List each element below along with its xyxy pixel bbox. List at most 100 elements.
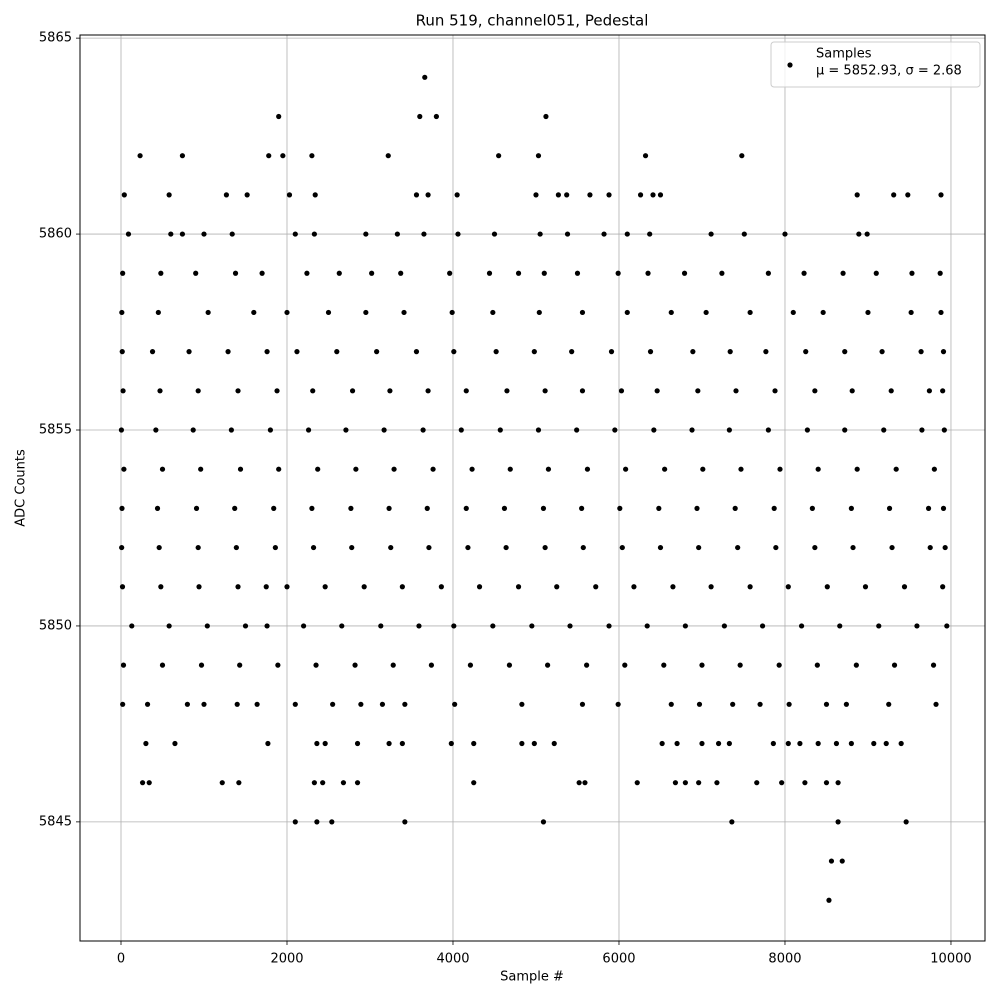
point (469, 466, 475, 472)
point (814, 662, 820, 668)
point (587, 192, 593, 198)
point (168, 231, 174, 237)
y-tick-label: 5860 (39, 227, 72, 242)
point (490, 309, 496, 316)
point (574, 270, 581, 276)
point (292, 231, 298, 237)
point (839, 858, 845, 864)
point (757, 701, 763, 707)
point (542, 544, 548, 551)
point (927, 544, 933, 551)
point (354, 780, 361, 786)
y-tick-label: 5865 (39, 31, 72, 46)
point (919, 427, 925, 433)
point (941, 427, 947, 433)
point (529, 623, 535, 629)
point (644, 623, 650, 629)
point (201, 701, 207, 707)
point (849, 388, 855, 394)
point (737, 662, 743, 668)
point (334, 349, 340, 355)
point (184, 701, 190, 707)
point (198, 662, 205, 668)
point (272, 544, 278, 551)
point (304, 270, 310, 276)
point (854, 192, 860, 198)
point (930, 662, 937, 668)
point (747, 584, 753, 590)
point (727, 349, 733, 355)
point (569, 349, 575, 355)
point (876, 623, 882, 629)
point (903, 819, 909, 825)
point (166, 623, 172, 629)
point (891, 192, 897, 198)
point (555, 192, 561, 198)
point (765, 270, 771, 276)
legend-note: μ = 5852.93, σ = 2.68 (816, 64, 962, 79)
point (312, 192, 318, 198)
point (777, 466, 783, 472)
point (537, 231, 543, 237)
point (118, 427, 125, 433)
point (533, 192, 539, 198)
point (637, 192, 644, 198)
point (842, 427, 848, 433)
point (157, 388, 163, 394)
point (284, 584, 290, 590)
point (662, 466, 668, 472)
point (322, 740, 328, 747)
point (659, 740, 665, 747)
point (369, 270, 375, 276)
point (656, 505, 662, 511)
point (672, 780, 679, 786)
point (428, 662, 435, 668)
point (390, 662, 396, 668)
point (804, 427, 810, 433)
point (455, 231, 461, 237)
point (856, 231, 862, 237)
point (732, 505, 738, 511)
point (352, 662, 358, 668)
point (276, 466, 282, 472)
grid (80, 35, 985, 941)
point (519, 740, 525, 747)
point (310, 388, 316, 394)
point (622, 662, 628, 668)
point (454, 192, 460, 198)
point (942, 544, 948, 551)
point (465, 544, 471, 551)
point (139, 780, 146, 786)
point (729, 819, 735, 825)
point (451, 349, 457, 355)
point (236, 780, 242, 786)
point (835, 780, 841, 786)
point (244, 192, 250, 198)
point (263, 584, 269, 590)
point (363, 309, 369, 316)
point (515, 584, 522, 590)
point (425, 388, 431, 394)
point (606, 192, 612, 198)
point (606, 623, 612, 629)
point (545, 466, 552, 472)
point (786, 701, 792, 707)
point (195, 388, 201, 394)
point (310, 544, 317, 551)
point (144, 701, 151, 707)
point (535, 153, 542, 159)
point (765, 427, 771, 433)
point (674, 740, 680, 747)
point (399, 740, 405, 747)
point (156, 544, 162, 551)
point (201, 231, 207, 237)
point (657, 192, 664, 198)
point (313, 662, 319, 668)
point (840, 270, 846, 276)
point (657, 544, 664, 551)
point (309, 153, 315, 159)
point (726, 427, 732, 433)
point (204, 623, 210, 629)
point (843, 701, 849, 707)
point (642, 153, 649, 159)
